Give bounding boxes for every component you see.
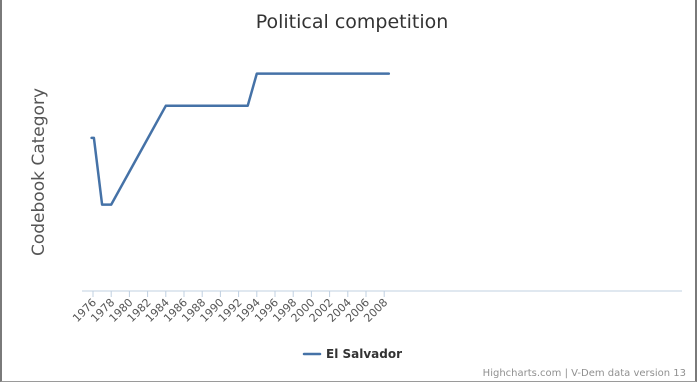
legend-item-el-salvador[interactable]: El Salvador (326, 347, 402, 361)
credits[interactable]: Highcharts.com | V-Dem data version 13 (483, 368, 686, 379)
chart-title: Political competition (256, 11, 449, 33)
series-layer[interactable] (90, 72, 391, 206)
x-axis: 1976197819801982198419861988199019921994… (70, 290, 682, 325)
series-line-el-salvador[interactable] (90, 72, 391, 206)
legend[interactable]: El Salvador (302, 347, 402, 361)
y-axis-label: Codebook Category (29, 88, 49, 256)
